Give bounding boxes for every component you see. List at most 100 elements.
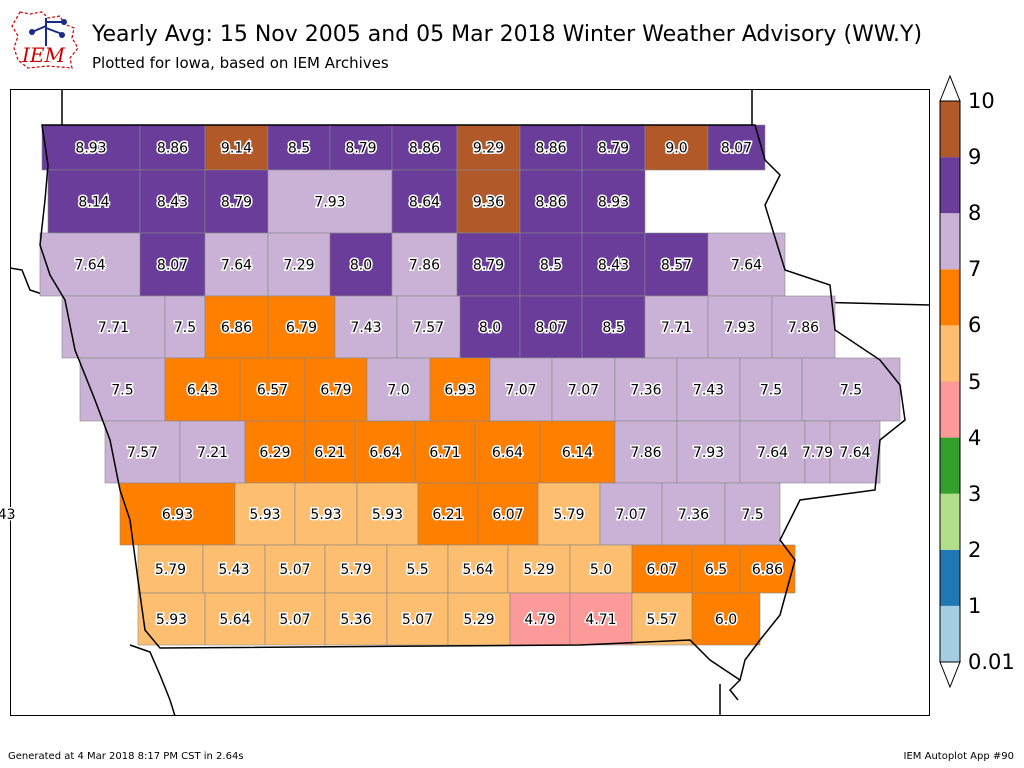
county-value-label: 8.5 xyxy=(288,141,310,157)
colorbar-swatch xyxy=(940,101,960,158)
county-value-label: 6.0 xyxy=(715,612,737,628)
iem-logo: IEM xyxy=(11,11,79,69)
county-cell xyxy=(644,295,709,359)
county-value-label: 7.93 xyxy=(693,445,724,461)
county-cell xyxy=(366,357,431,422)
colorbar-tick-label: 2 xyxy=(968,537,982,562)
county-value-label: 8.07 xyxy=(535,320,566,336)
county-value-label: 6.57 xyxy=(257,383,288,399)
county-cell xyxy=(569,592,633,646)
county-layer xyxy=(39,124,901,646)
county-cell xyxy=(104,420,181,484)
colorbar-swatch xyxy=(940,381,960,438)
county-cell xyxy=(447,592,511,646)
county-value-label: 8.86 xyxy=(157,141,188,157)
county-cell xyxy=(581,295,646,359)
county-cell xyxy=(137,544,204,594)
county-value-label: 5.93 xyxy=(156,612,187,628)
colorbar-tick-label: 9 xyxy=(968,145,982,170)
county-value-label: 8.5 xyxy=(540,258,562,274)
county-cell xyxy=(519,124,583,171)
county-cell xyxy=(429,357,491,422)
county-cell xyxy=(489,357,553,422)
county-value-label: 7.07 xyxy=(505,383,536,399)
county-cell xyxy=(386,544,449,594)
county-value-label: 5.64 xyxy=(462,562,493,578)
county-cell xyxy=(661,482,726,546)
colorbar-swatch xyxy=(940,325,960,382)
county-value-label: 7.71 xyxy=(98,320,129,336)
county-cell xyxy=(396,295,461,359)
county-value-label: 8.07 xyxy=(721,141,752,157)
county-value-label: 7.93 xyxy=(724,320,755,336)
county-value-label: 7.86 xyxy=(409,258,440,274)
county-value-label: 8.93 xyxy=(75,141,106,157)
app-identifier: IEM Autoplot App #90 xyxy=(903,751,1014,762)
county-cell xyxy=(739,420,806,484)
county-value-label: 5.0 xyxy=(590,562,612,578)
county-cell xyxy=(724,482,781,546)
county-cell xyxy=(204,232,269,297)
county-cell xyxy=(739,544,796,594)
county-value-label: 5.57 xyxy=(646,612,677,628)
colorbar xyxy=(939,74,961,689)
colorbar-swatch xyxy=(940,493,960,550)
colorbar-tick-label: 4 xyxy=(968,425,982,450)
county-value-label: 8.07 xyxy=(157,258,188,274)
county-value-label: 7.07 xyxy=(615,507,646,523)
county-value-label: 8.64 xyxy=(409,195,440,211)
county-cell xyxy=(801,357,901,422)
county-cell xyxy=(676,420,741,484)
county-value-label: 7.57 xyxy=(127,445,158,461)
colorbar-tick-label: 1 xyxy=(968,593,982,618)
county-cell xyxy=(644,232,709,297)
county-value-label: 6.64 xyxy=(492,445,523,461)
county-value-label: 7.86 xyxy=(630,445,661,461)
county-cell xyxy=(569,544,633,594)
county-cell xyxy=(204,169,269,234)
county-value-label: 5.29 xyxy=(523,562,554,578)
plot-subtitle: Plotted for Iowa, based on IEM Archives xyxy=(92,54,389,72)
county-value-label: 7.5 xyxy=(840,383,862,399)
county-value-label: 6.21 xyxy=(432,507,463,523)
county-value-label: 9.36 xyxy=(473,195,504,211)
county-value-label: 5.07 xyxy=(402,612,433,628)
county-cell xyxy=(267,232,331,297)
county-value-label: 6.5 xyxy=(705,562,727,578)
county-cell xyxy=(47,169,141,234)
colorbar-swatch xyxy=(940,157,960,214)
county-value-label: 7.57 xyxy=(413,320,444,336)
county-value-label: 6.14 xyxy=(562,445,593,461)
county-cell xyxy=(264,544,326,594)
county-value-label: 6.29 xyxy=(259,445,290,461)
county-cell xyxy=(707,124,766,171)
county-cell xyxy=(267,169,393,234)
county-cell xyxy=(739,357,803,422)
county-cell xyxy=(324,592,388,646)
county-cell xyxy=(447,544,509,594)
county-cell xyxy=(239,357,306,422)
county-value-label: 9.14 xyxy=(221,141,252,157)
county-value-label: 5.43 xyxy=(218,562,249,578)
county-cell xyxy=(581,232,646,297)
logo-text: IEM xyxy=(21,43,66,67)
county-value-label: 7.07 xyxy=(568,383,599,399)
county-value-label: 8.79 xyxy=(221,195,252,211)
county-value-label: 6.86 xyxy=(752,562,783,578)
county-value-label: 7.64 xyxy=(839,445,870,461)
county-value-label: 7.71 xyxy=(661,320,692,336)
county-value-label: 4.79 xyxy=(524,612,555,628)
county-cell xyxy=(234,482,296,546)
county-value-label: 7.5 xyxy=(174,320,196,336)
county-value-label: 9.29 xyxy=(473,141,504,157)
county-value-label: 7.29 xyxy=(283,258,314,274)
colorbar-tick-label: 6 xyxy=(968,313,982,338)
county-value-label: 8.0 xyxy=(479,320,501,336)
county-cell xyxy=(324,544,388,594)
county-cell xyxy=(829,420,881,484)
county-value-label: 9.0 xyxy=(665,141,687,157)
colorbar-tick-label: 5 xyxy=(968,369,982,394)
county-value-label: 7.5 xyxy=(760,383,782,399)
county-cell xyxy=(304,420,356,484)
